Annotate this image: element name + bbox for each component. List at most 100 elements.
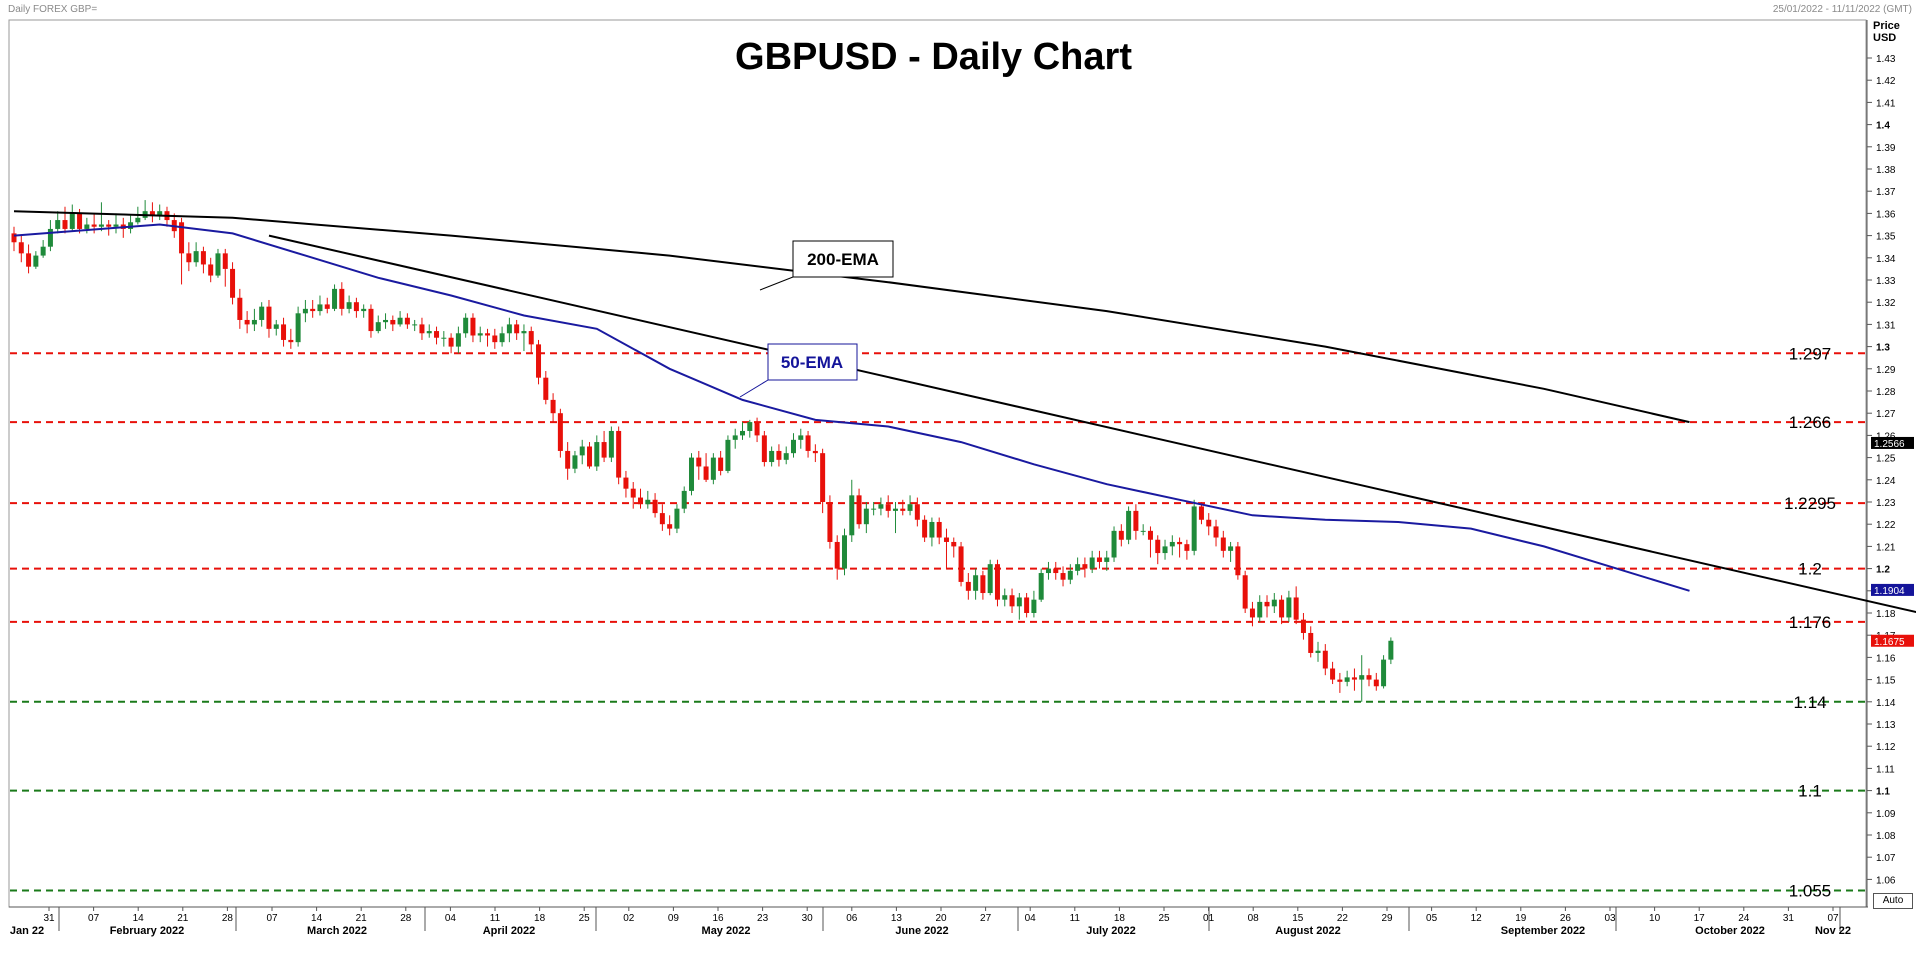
candle-down[interactable]	[1009, 595, 1015, 607]
candle-down[interactable]	[820, 453, 826, 502]
candle-up[interactable]	[710, 457, 716, 480]
candle-down[interactable]	[244, 319, 250, 325]
candle-up[interactable]	[849, 495, 855, 536]
candle-down[interactable]	[1308, 632, 1314, 653]
candle-down[interactable]	[368, 308, 374, 332]
candle-up[interactable]	[33, 255, 39, 267]
candle-down[interactable]	[885, 504, 891, 511]
candle-up[interactable]	[1016, 597, 1022, 607]
candle-up[interactable]	[1257, 601, 1263, 618]
candle-down[interactable]	[419, 324, 425, 334]
candle-up[interactable]	[1140, 530, 1146, 532]
candle-down[interactable]	[1198, 506, 1204, 520]
candle-down[interactable]	[1249, 608, 1255, 618]
candle-down[interactable]	[776, 450, 782, 460]
candle-down[interactable]	[106, 224, 112, 227]
candle-up[interactable]	[332, 288, 338, 309]
candle-down[interactable]	[1279, 599, 1285, 618]
candle-up[interactable]	[193, 251, 199, 263]
candle-down[interactable]	[943, 537, 949, 542]
candle-up[interactable]	[1038, 573, 1044, 600]
candle-down[interactable]	[230, 268, 236, 298]
candle-up[interactable]	[1126, 510, 1132, 540]
candle-up[interactable]	[973, 575, 979, 591]
candle-down[interactable]	[601, 442, 607, 458]
candle-up[interactable]	[361, 308, 367, 312]
candle-down[interactable]	[1293, 597, 1299, 620]
candle-up[interactable]	[455, 333, 461, 347]
candle-down[interactable]	[659, 513, 665, 525]
candle-down[interactable]	[630, 488, 636, 498]
candle-up[interactable]	[215, 253, 221, 276]
candle-up[interactable]	[1271, 599, 1277, 607]
candle-down[interactable]	[1322, 650, 1328, 669]
candle-up[interactable]	[1111, 530, 1117, 558]
candle-down[interactable]	[616, 430, 622, 478]
candle-up[interactable]	[790, 439, 796, 454]
candle-down[interactable]	[1220, 537, 1226, 551]
candle-up[interactable]	[783, 453, 789, 460]
candle-up[interactable]	[346, 302, 352, 309]
candle-up[interactable]	[69, 213, 75, 229]
candle-up[interactable]	[157, 211, 163, 216]
candle-down[interactable]	[951, 541, 957, 547]
candle-down[interactable]	[761, 435, 767, 463]
candle-down[interactable]	[1177, 541, 1183, 545]
candle-up[interactable]	[1104, 557, 1110, 562]
candle-up[interactable]	[40, 246, 46, 256]
candle-down[interactable]	[18, 242, 24, 254]
candle-up[interactable]	[1045, 568, 1051, 574]
candle-down[interactable]	[936, 521, 942, 538]
candle-down[interactable]	[1147, 530, 1153, 540]
candle-up[interactable]	[135, 217, 141, 223]
candle-up[interactable]	[251, 319, 257, 325]
candle-down[interactable]	[1133, 510, 1139, 531]
candle-up[interactable]	[1067, 570, 1073, 580]
candle-up[interactable]	[579, 446, 585, 456]
candle-up[interactable]	[1075, 564, 1081, 571]
candle-down[interactable]	[1366, 675, 1372, 680]
candle-down[interactable]	[237, 297, 243, 320]
candle-down[interactable]	[281, 324, 287, 340]
candle-down[interactable]	[834, 541, 840, 569]
candle-down[interactable]	[914, 504, 920, 520]
candle-up[interactable]	[1315, 650, 1321, 653]
candle-up[interactable]	[317, 304, 323, 312]
candle-down[interactable]	[652, 499, 658, 514]
candle-down[interactable]	[994, 564, 1000, 600]
candle-down[interactable]	[179, 222, 185, 254]
candle-down[interactable]	[623, 477, 629, 489]
candle-up[interactable]	[1388, 640, 1394, 660]
candle-up[interactable]	[128, 222, 134, 229]
candle-up[interactable]	[383, 319, 389, 323]
candle-down[interactable]	[1206, 519, 1212, 527]
candle-down[interactable]	[310, 308, 316, 312]
candle-down[interactable]	[703, 466, 709, 480]
candle-down[interactable]	[11, 233, 17, 243]
candle-down[interactable]	[528, 331, 534, 345]
candle-down[interactable]	[1053, 568, 1059, 574]
candle-up[interactable]	[725, 439, 731, 471]
candle-down[interactable]	[1264, 601, 1270, 607]
candle-down[interactable]	[62, 220, 68, 229]
candle-down[interactable]	[514, 324, 520, 334]
candle-down[interactable]	[1024, 597, 1030, 613]
candle-down[interactable]	[754, 422, 760, 436]
candle-down[interactable]	[1082, 564, 1088, 569]
candle-up[interactable]	[1359, 675, 1365, 680]
candle-down[interactable]	[565, 450, 571, 469]
candle-down[interactable]	[288, 339, 294, 343]
candle-down[interactable]	[667, 524, 673, 529]
candle-down[interactable]	[1184, 544, 1190, 551]
candle-up[interactable]	[302, 308, 308, 314]
candle-down[interactable]	[208, 264, 214, 276]
candle-up[interactable]	[1002, 595, 1008, 600]
candle-down[interactable]	[26, 253, 32, 267]
candle-up[interactable]	[769, 450, 775, 463]
candle-up[interactable]	[863, 508, 869, 525]
candle-down[interactable]	[390, 319, 396, 325]
candle-down[interactable]	[1118, 530, 1124, 540]
candle-down[interactable]	[353, 302, 359, 312]
candle-down[interactable]	[1373, 679, 1379, 687]
candle-up[interactable]	[681, 490, 687, 509]
